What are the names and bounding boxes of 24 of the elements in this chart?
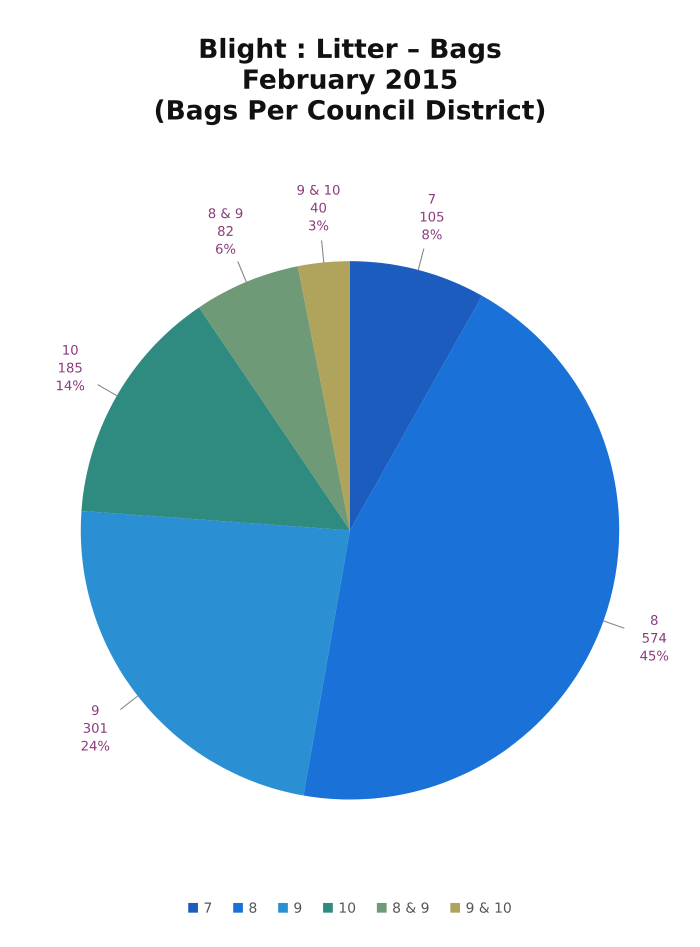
slice-label: 9 bbox=[92, 705, 99, 716]
pie-slice bbox=[198, 266, 350, 530]
data-label: 82 6% bbox=[216, 226, 236, 254]
data-label: 185 14% bbox=[56, 362, 84, 390]
pie-slice bbox=[304, 296, 620, 800]
slice-label: 8 & 9 bbox=[208, 208, 242, 218]
data-label: 40 3% bbox=[309, 202, 328, 230]
pie-slice bbox=[350, 261, 482, 530]
legend-label: 9 & 10 bbox=[466, 902, 511, 913]
legend-label: 8 bbox=[249, 902, 256, 913]
chart-title: Blight : Litter – Bags February 2015 (Bags Per Council District) bbox=[156, 38, 544, 126]
legend-label: 9 bbox=[294, 902, 302, 913]
data-label: 105 8% bbox=[420, 212, 444, 240]
data-label: 574 45% bbox=[640, 632, 668, 661]
data-label: 301 24% bbox=[82, 722, 110, 751]
slice-label: 9 & 10 bbox=[297, 184, 340, 195]
slice-label: 10 bbox=[63, 344, 78, 355]
slice-label: 8 bbox=[650, 615, 658, 626]
slice-label: 7 bbox=[428, 194, 435, 204]
legend-label: 10 bbox=[340, 902, 356, 913]
pie-slice bbox=[298, 261, 350, 530]
legend-label: 7 bbox=[204, 902, 212, 913]
pie-slice bbox=[80, 510, 350, 796]
legend-label: 8 & 9 bbox=[393, 902, 429, 913]
